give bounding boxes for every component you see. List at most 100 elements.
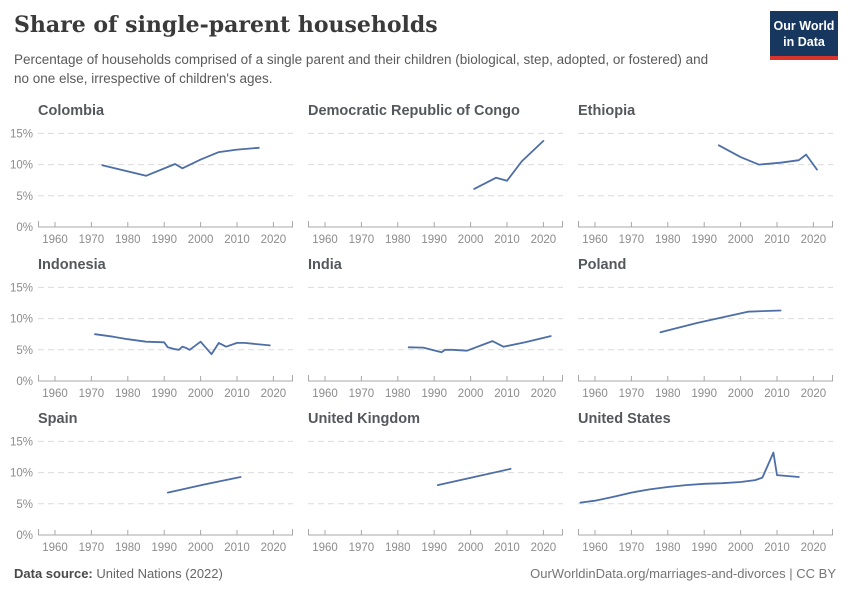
charts-grid: Colombia 1960 1970 1980 1990 2000 2010 2020 0% 5%…: [10, 101, 833, 561]
data-line-colombia: [101, 146, 260, 177]
y-tick-label: 15%: [10, 128, 33, 140]
x-tick-label: 1970: [619, 542, 645, 554]
chart-canvas-india: 1960 1970 1980 1990 2000 2010 2020: [308, 286, 563, 400]
x-tick-label: 1990: [151, 388, 177, 400]
chart-canvas-united-kingdom: 1960 1970 1980 1990 2000 2010 2020: [308, 440, 563, 554]
chart-canvas-ethiopia: 1960 1970 1980 1990 2000 2010 2020: [578, 132, 833, 246]
y-tick-label: 10%: [10, 314, 33, 326]
x-tick-label: 2010: [494, 388, 520, 400]
x-tick-label: 1980: [385, 234, 411, 246]
x-tick-label: 2000: [188, 234, 214, 246]
x-tick-label: 2010: [764, 234, 790, 246]
x-tick-label: 1990: [691, 542, 717, 554]
x-tick-label: 1980: [655, 388, 681, 400]
data-line-indonesia: [94, 333, 271, 356]
x-tick-label: 2000: [188, 388, 214, 400]
x-tick-label: 1990: [691, 388, 717, 400]
data-line-ethiopia: [717, 144, 818, 171]
x-tick-label: 2020: [531, 388, 557, 400]
x-tick-label: 1970: [79, 542, 105, 554]
chart-spain: Spain 1960 1970 1980 1990 2000 2010 2020 0% 5% 10%…: [10, 409, 293, 561]
owid-logo-line1: Our World: [773, 19, 835, 33]
x-tick-label: 1960: [582, 388, 608, 400]
y-tick-label: 15%: [10, 282, 33, 294]
y-tick-label: 0%: [16, 530, 33, 542]
x-tick-label: 1990: [421, 234, 447, 246]
x-tick-label: 1970: [349, 388, 375, 400]
chart-ethiopia: Ethiopia 1960 1970 1980 1990 2000 2010 2020: [578, 101, 833, 253]
x-tick-label: 1990: [421, 542, 447, 554]
x-tick-label: 1980: [115, 234, 141, 246]
x-tick-label: 1960: [582, 234, 608, 246]
data-line-spain: [166, 476, 242, 494]
data-source-label: Data source:: [14, 566, 97, 581]
chart-indonesia: Indonesia 1960 1970 1980 1990 2000 2010 2020 0% 5…: [10, 255, 293, 407]
chart-title-democratic-republic-of-congo: Democratic Republic of Congo: [308, 103, 520, 119]
owid-logo[interactable]: Our World in Data: [770, 11, 838, 60]
x-tick-label: 1970: [619, 388, 645, 400]
x-tick-label: 1970: [619, 234, 645, 246]
chart-subtitle: Percentage of households comprised of a …: [14, 52, 709, 86]
x-tick-label: 2020: [261, 234, 287, 246]
footer: Data source: United Nations (2022) OurWo…: [14, 566, 836, 581]
chart-title-united-states: United States: [578, 411, 671, 427]
x-tick-label: 1990: [151, 542, 177, 554]
chart-colombia: Colombia 1960 1970 1980 1990 2000 2010 2020 0% 5%…: [10, 101, 293, 253]
x-tick-label: 2010: [224, 388, 250, 400]
chart-united-states: United States 1960 1970 1980 1990 2000 2010 202…: [578, 409, 833, 561]
data-line-united-states: [579, 451, 800, 504]
chart-title-colombia: Colombia: [38, 103, 105, 119]
x-tick-label: 2020: [801, 388, 827, 400]
x-tick-label: 2010: [764, 388, 790, 400]
x-tick-label: 2000: [728, 234, 754, 246]
chart-canvas-united-states: 1960 1970 1980 1990 2000 2010 2020: [578, 440, 833, 554]
x-tick-label: 2000: [728, 388, 754, 400]
x-tick-label: 1980: [115, 542, 141, 554]
chart-democratic-republic-of-congo: Democratic Republic of Congo 1960 1970 1980…: [308, 101, 563, 253]
y-tick-label: 0%: [16, 376, 33, 388]
x-tick-label: 1980: [655, 542, 681, 554]
y-tick-label: 5%: [16, 345, 33, 357]
data-source: Data source: United Nations (2022): [14, 566, 223, 581]
x-tick-label: 1960: [42, 388, 68, 400]
x-tick-label: 1990: [421, 388, 447, 400]
y-tick-label: 10%: [10, 160, 33, 172]
x-tick-label: 2010: [764, 542, 790, 554]
y-tick-label: 5%: [16, 499, 33, 511]
x-tick-label: 2020: [531, 542, 557, 554]
data-source-value: United Nations (2022): [96, 566, 223, 581]
x-tick-label: 1970: [349, 234, 375, 246]
chart-title-indonesia: Indonesia: [38, 257, 106, 273]
x-tick-label: 2000: [458, 234, 484, 246]
x-tick-label: 1960: [312, 234, 338, 246]
chart-title-poland: Poland: [578, 257, 627, 273]
x-tick-label: 2010: [494, 234, 520, 246]
y-tick-label: 10%: [10, 468, 33, 480]
chart-title-ethiopia: Ethiopia: [578, 103, 636, 119]
x-tick-label: 2010: [224, 234, 250, 246]
y-tick-label: 0%: [16, 222, 33, 234]
x-tick-label: 2020: [261, 542, 287, 554]
x-tick-label: 1960: [582, 542, 608, 554]
data-line-democratic-republic-of-congo: [473, 140, 545, 190]
x-tick-label: 2000: [188, 542, 214, 554]
chart-india: India 1960 1970 1980 1990 2000 2010 2020: [308, 255, 563, 407]
chart-canvas-democratic-republic-of-congo: 1960 1970 1980 1990 2000 2010 2020: [308, 132, 563, 246]
y-tick-label: 15%: [10, 436, 33, 448]
chart-poland: Poland 1960 1970 1980 1990 2000 2010 2020: [578, 255, 833, 407]
x-tick-label: 1970: [79, 388, 105, 400]
x-tick-label: 1960: [42, 234, 68, 246]
data-line-united-kingdom: [436, 468, 512, 486]
x-tick-label: 2020: [801, 542, 827, 554]
chart-title-india: India: [308, 257, 342, 273]
chart-united-kingdom: United Kingdom 1960 1970 1980 1990 2000 2010 20…: [308, 409, 563, 561]
x-tick-label: 1980: [655, 234, 681, 246]
chart-title-united-kingdom: United Kingdom: [308, 411, 420, 427]
footer-link[interactable]: OurWorldinData.org/marriages-and-divorce…: [530, 566, 836, 581]
chart-canvas-poland: 1960 1970 1980 1990 2000 2010 2020: [578, 286, 833, 400]
x-tick-label: 1970: [349, 542, 375, 554]
owid-logo-line2: in Data: [783, 35, 825, 50]
x-tick-label: 1990: [691, 234, 717, 246]
x-tick-label: 1960: [312, 388, 338, 400]
